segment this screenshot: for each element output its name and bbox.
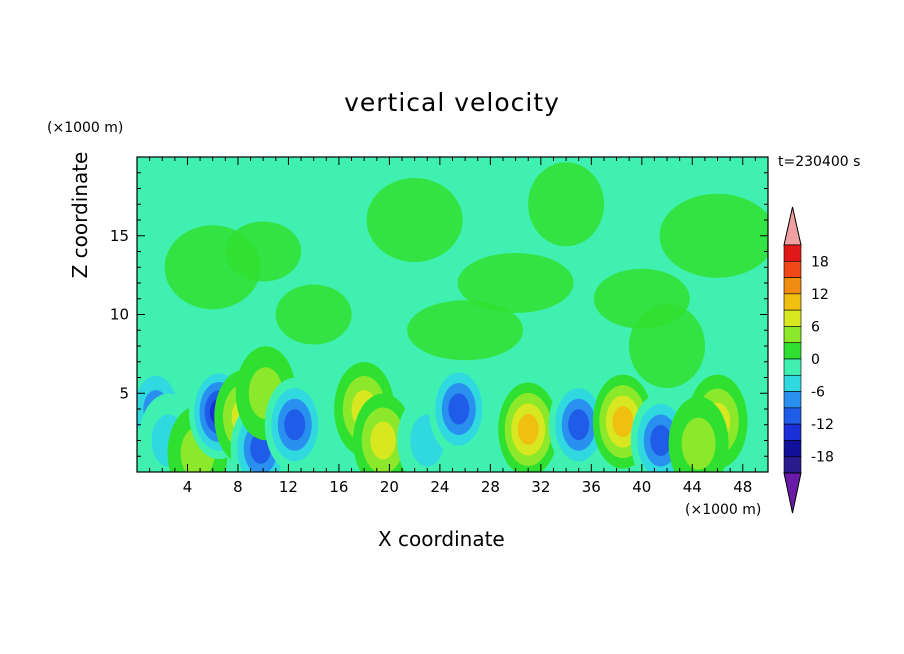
velocity-cell — [681, 417, 716, 470]
weak-updraft-patch — [164, 225, 261, 310]
velocity-cell — [650, 425, 672, 456]
weak-updraft-patch — [659, 193, 768, 278]
colorbar-label: -12 — [811, 417, 834, 433]
y-tick-label: 5 — [119, 384, 129, 402]
colorbar-segment — [783, 407, 802, 425]
colorbar-segment — [783, 456, 802, 474]
weak-updraft-patch — [528, 162, 605, 247]
colorbar-top-arrow — [783, 206, 802, 246]
x-axis-label: X coordinate — [378, 527, 505, 551]
weak-updraft-patch — [629, 304, 706, 388]
plot-area — [137, 157, 768, 472]
x-tick-label: 44 — [683, 478, 702, 496]
colorbar-segment — [783, 342, 802, 360]
colorbar-segment — [783, 358, 802, 376]
colorbar-segment — [783, 423, 802, 441]
y-tick-label: 10 — [110, 306, 129, 324]
velocity-cell — [448, 393, 470, 425]
colorbar: 18 12 6 0 -6 -12 -18 — [783, 206, 834, 514]
x-tick-label: 12 — [279, 478, 298, 496]
colorbar-label: 12 — [811, 287, 829, 303]
velocity-cell — [284, 409, 306, 441]
velocity-cell — [370, 421, 396, 460]
colorbar-bottom-arrow — [783, 472, 802, 514]
x-tick-label: 48 — [733, 478, 752, 496]
weak-updraft-patch — [366, 178, 463, 262]
x-axis-unit: (×1000 m) — [685, 502, 762, 518]
velocity-cell — [568, 409, 590, 441]
x-tick-label: 8 — [233, 478, 243, 496]
weak-updraft-patch — [407, 300, 524, 361]
velocity-cell — [250, 432, 272, 464]
colorbar-segment — [783, 244, 802, 262]
x-tick-label: 40 — [632, 478, 651, 496]
x-tick-label: 24 — [430, 478, 449, 496]
chart-title: vertical velocity — [344, 88, 560, 117]
z-axis-unit: (×1000 m) — [47, 120, 124, 136]
x-tick-label: 4 — [183, 478, 193, 496]
x-tick-label: 32 — [531, 478, 550, 496]
velocity-cell — [517, 413, 539, 445]
x-tick-label: 16 — [329, 478, 348, 496]
colorbar-label: -18 — [811, 450, 834, 466]
colorbar-segment — [783, 374, 802, 392]
x-tick-label: 36 — [582, 478, 601, 496]
colorbar-label: 0 — [811, 352, 820, 368]
weak-updraft-patch — [275, 284, 352, 345]
colorbar-label: -6 — [811, 385, 825, 401]
x-tick-label: 28 — [481, 478, 500, 496]
colorbar-segment — [783, 293, 802, 311]
colorbar-segment — [783, 260, 802, 278]
weak-updraft-patch — [457, 253, 574, 313]
y-tick-label: 15 — [110, 227, 129, 245]
colorbar-label: 6 — [811, 319, 820, 335]
velocity-cell — [612, 406, 634, 438]
colorbar-segment — [783, 391, 802, 409]
colorbar-label: 18 — [811, 254, 829, 270]
time-annotation: t=230400 s — [778, 154, 861, 170]
colorbar-segment — [783, 440, 802, 458]
colorbar-segment — [783, 326, 802, 344]
x-tick-label: 20 — [380, 478, 399, 496]
colorbar-segment — [783, 277, 802, 295]
colorbar-segment — [783, 309, 802, 327]
